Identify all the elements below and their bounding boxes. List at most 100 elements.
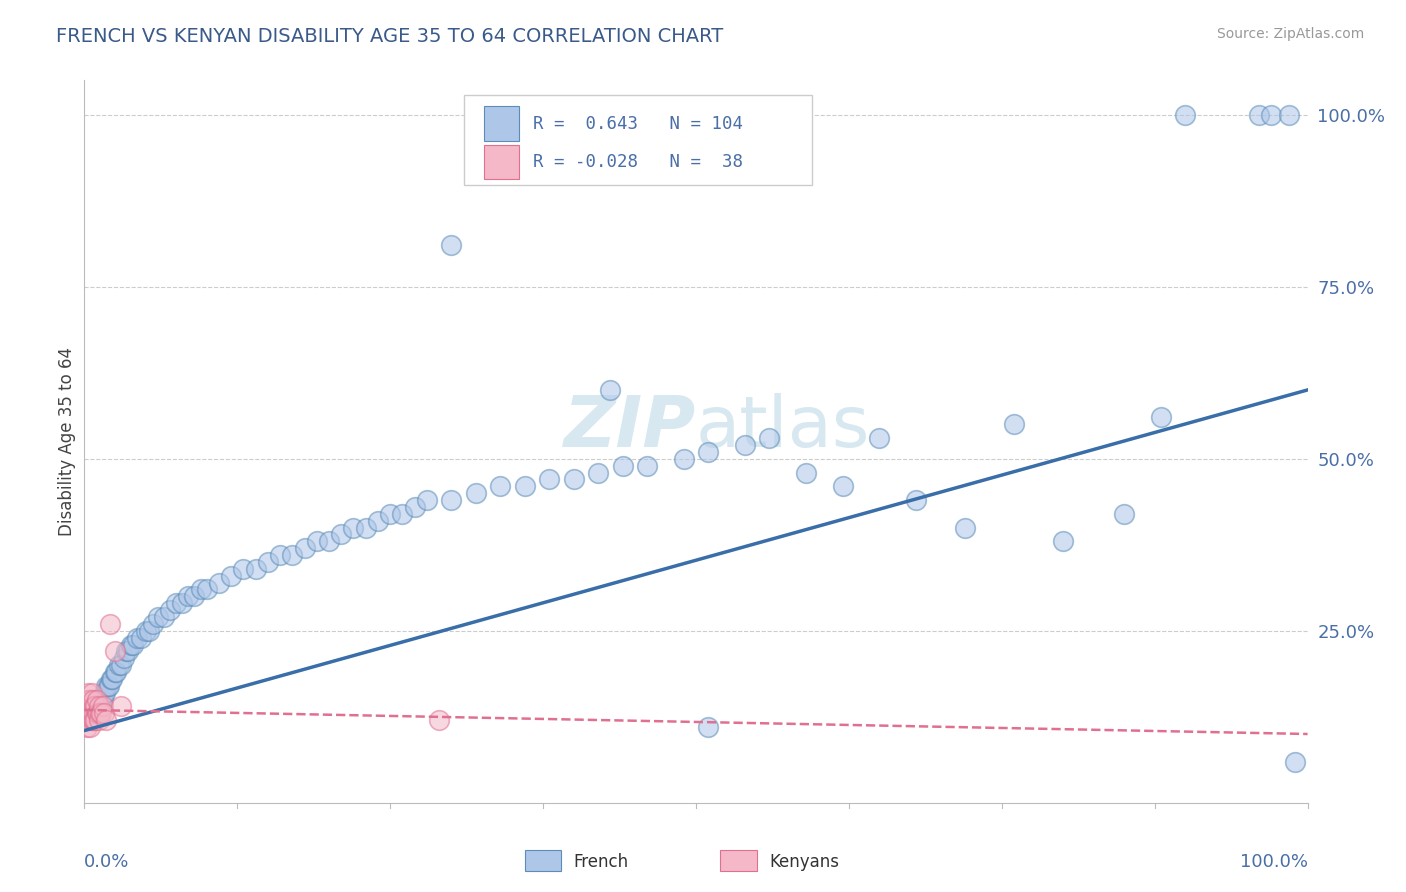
Point	[138, 624, 160, 638]
Point	[90, 699, 112, 714]
Point	[84, 699, 107, 714]
Point	[153, 610, 176, 624]
Point	[953, 520, 976, 534]
Point	[83, 713, 105, 727]
FancyBboxPatch shape	[524, 850, 561, 871]
Point	[96, 713, 118, 727]
Point	[318, 534, 340, 549]
Point	[84, 713, 107, 727]
Point	[734, 438, 756, 452]
Point	[172, 596, 194, 610]
Point	[94, 686, 117, 700]
Point	[86, 706, 108, 721]
Point	[1150, 410, 1173, 425]
Point	[513, 479, 536, 493]
Point	[245, 562, 267, 576]
FancyBboxPatch shape	[484, 106, 519, 141]
Point	[110, 699, 132, 714]
Point	[93, 686, 115, 700]
Point	[190, 582, 212, 597]
Point	[77, 706, 100, 721]
Point	[87, 699, 110, 714]
Point	[77, 706, 100, 721]
Point	[416, 493, 439, 508]
Point	[112, 651, 135, 665]
Point	[80, 706, 103, 721]
Point	[697, 445, 720, 459]
Point	[135, 624, 157, 638]
Point	[82, 706, 104, 721]
Point	[87, 706, 110, 721]
Text: 100.0%: 100.0%	[1240, 854, 1308, 871]
Point	[91, 699, 114, 714]
Point	[101, 672, 124, 686]
Point	[80, 699, 103, 714]
Point	[77, 713, 100, 727]
Point	[129, 631, 152, 645]
Point	[87, 692, 110, 706]
Point	[76, 699, 98, 714]
Point	[84, 699, 107, 714]
Point	[1052, 534, 1074, 549]
Point	[636, 458, 658, 473]
Point	[165, 596, 187, 610]
Point	[91, 692, 114, 706]
Point	[586, 466, 609, 480]
Point	[1174, 108, 1197, 122]
Point	[195, 582, 218, 597]
Point	[84, 692, 107, 706]
Point	[269, 548, 291, 562]
Point	[79, 720, 101, 734]
Point	[82, 713, 104, 727]
Point	[90, 706, 112, 721]
Point	[159, 603, 181, 617]
Point	[1278, 108, 1301, 122]
Text: 0.0%: 0.0%	[84, 854, 129, 871]
Point	[115, 644, 138, 658]
Point	[110, 658, 132, 673]
Point	[697, 720, 720, 734]
Point	[82, 699, 104, 714]
Point	[83, 699, 105, 714]
FancyBboxPatch shape	[484, 145, 519, 179]
Point	[905, 493, 928, 508]
Text: French: French	[574, 853, 628, 871]
Point	[427, 713, 450, 727]
Point	[208, 575, 231, 590]
Point	[794, 466, 817, 480]
Point	[1247, 108, 1270, 122]
Point	[79, 699, 101, 714]
Point	[257, 555, 280, 569]
Point	[96, 679, 118, 693]
Point	[672, 451, 695, 466]
Point	[404, 500, 426, 514]
Point	[89, 692, 111, 706]
Point	[100, 672, 122, 686]
Point	[79, 706, 101, 721]
Text: FRENCH VS KENYAN DISABILITY AGE 35 TO 64 CORRELATION CHART: FRENCH VS KENYAN DISABILITY AGE 35 TO 64…	[56, 27, 724, 45]
Point	[391, 507, 413, 521]
Point	[305, 534, 328, 549]
Point	[538, 472, 561, 486]
Point	[440, 238, 463, 252]
Point	[489, 479, 512, 493]
Point	[86, 706, 108, 721]
Point	[125, 631, 148, 645]
Point	[232, 562, 254, 576]
Point	[75, 706, 97, 721]
Point	[76, 692, 98, 706]
Point	[354, 520, 377, 534]
Point	[294, 541, 316, 556]
Text: atlas: atlas	[696, 392, 870, 461]
Point	[89, 699, 111, 714]
Point	[80, 699, 103, 714]
Point	[177, 590, 200, 604]
Point	[79, 692, 101, 706]
Point	[599, 383, 621, 397]
Point	[342, 520, 364, 534]
Point	[87, 713, 110, 727]
Point	[75, 699, 97, 714]
Point	[93, 706, 115, 721]
Point	[464, 486, 486, 500]
Point	[77, 713, 100, 727]
